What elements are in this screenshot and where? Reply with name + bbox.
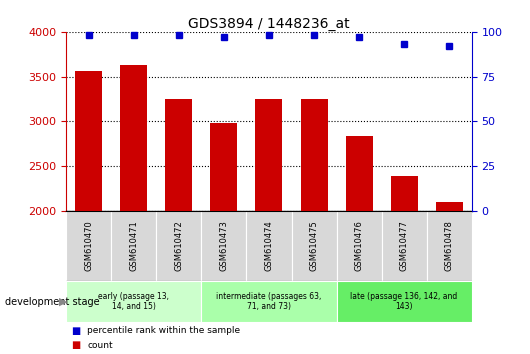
Bar — [165, 99, 192, 354]
Text: count: count — [87, 341, 113, 350]
Text: GSM610471: GSM610471 — [129, 221, 138, 272]
Text: GSM610478: GSM610478 — [445, 221, 454, 272]
Text: late (passage 136, 142, and
143): late (passage 136, 142, and 143) — [350, 292, 458, 312]
Text: intermediate (passages 63,
71, and 73): intermediate (passages 63, 71, and 73) — [216, 292, 322, 312]
Text: early (passage 13,
14, and 15): early (passage 13, 14, and 15) — [99, 292, 169, 312]
Bar — [292, 211, 337, 281]
Title: GDS3894 / 1448236_at: GDS3894 / 1448236_at — [188, 17, 350, 31]
Bar — [210, 123, 237, 354]
Text: ■: ■ — [72, 326, 81, 336]
Text: GSM610475: GSM610475 — [310, 221, 319, 272]
Bar — [391, 176, 418, 354]
Bar — [156, 211, 201, 281]
Bar — [301, 99, 328, 354]
Bar — [66, 281, 201, 322]
Bar — [75, 71, 102, 354]
Text: ■: ■ — [72, 340, 81, 350]
Text: GSM610473: GSM610473 — [219, 221, 228, 272]
Bar — [246, 211, 292, 281]
Bar — [66, 211, 111, 281]
Bar — [382, 211, 427, 281]
Bar — [436, 202, 463, 354]
Text: GSM610470: GSM610470 — [84, 221, 93, 272]
Bar — [201, 211, 246, 281]
Text: GSM610476: GSM610476 — [355, 221, 364, 272]
Bar — [346, 136, 373, 354]
Bar — [111, 211, 156, 281]
Text: GSM610472: GSM610472 — [174, 221, 183, 272]
Bar — [120, 65, 147, 354]
Text: GSM610474: GSM610474 — [264, 221, 273, 272]
Bar — [337, 281, 472, 322]
Text: percentile rank within the sample: percentile rank within the sample — [87, 326, 241, 336]
Text: ▶: ▶ — [59, 297, 68, 307]
Bar — [201, 281, 337, 322]
Text: development stage: development stage — [5, 297, 100, 307]
Bar — [255, 99, 282, 354]
Text: GSM610477: GSM610477 — [400, 221, 409, 272]
Bar — [427, 211, 472, 281]
Bar — [337, 211, 382, 281]
